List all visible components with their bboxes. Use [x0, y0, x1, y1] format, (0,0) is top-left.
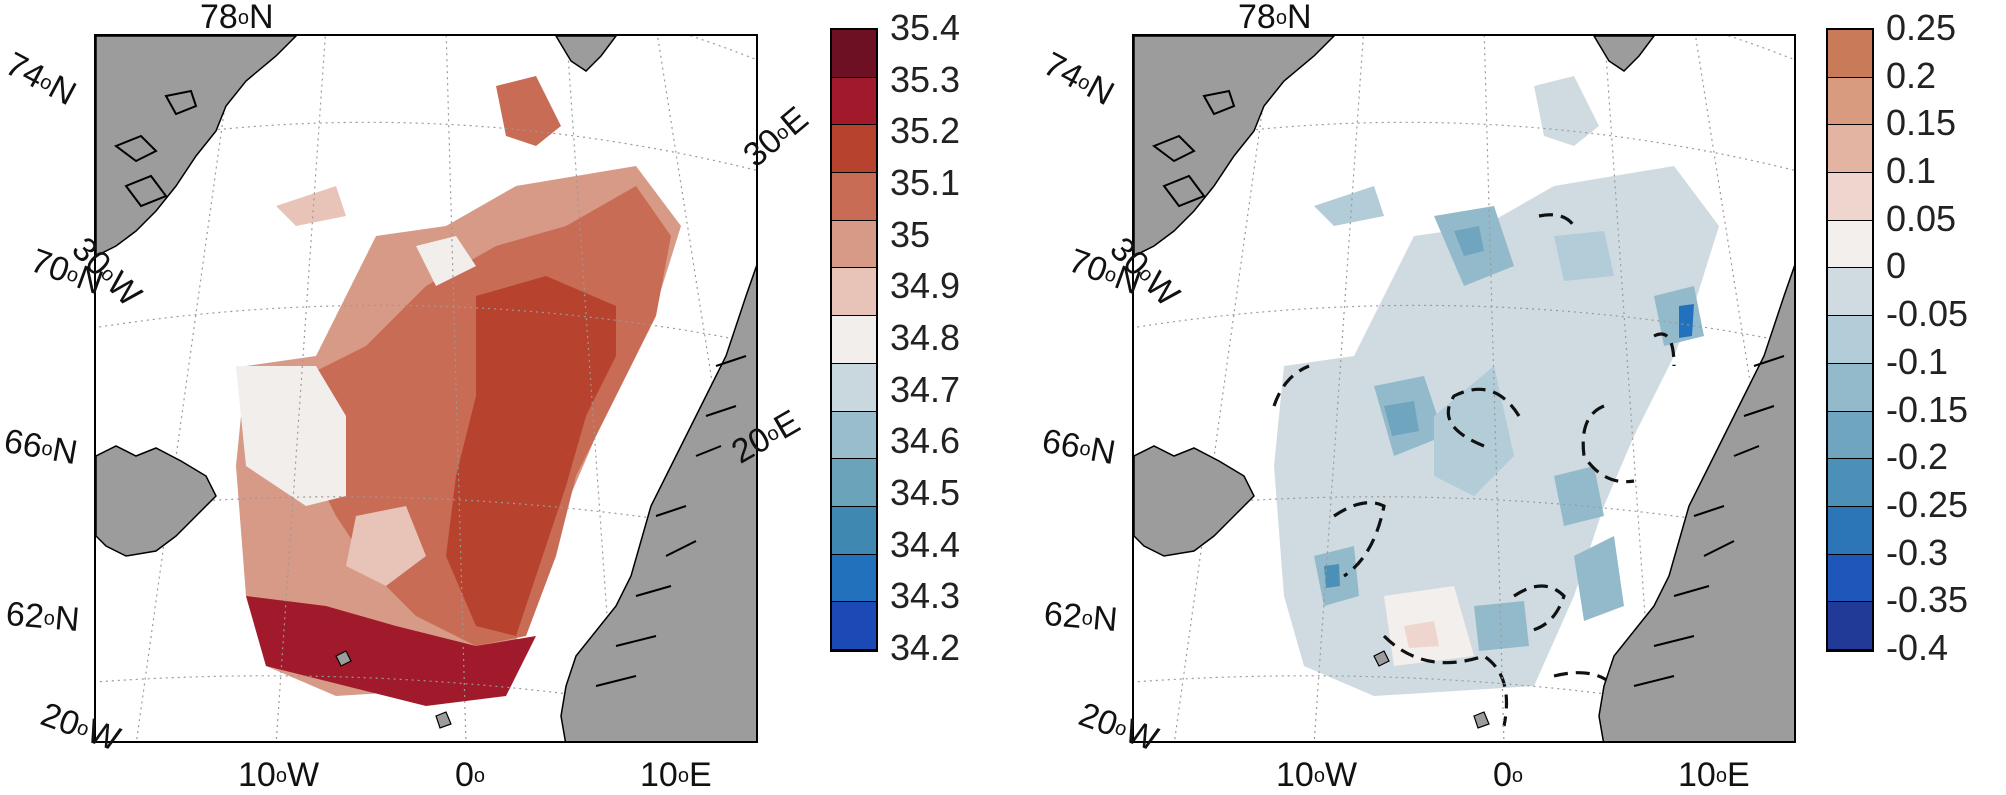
- colorbar-tick-label: -0.25: [1886, 483, 1969, 525]
- colorbar-swatch: [1828, 411, 1872, 460]
- colorbar-tick-label: -0.05: [1886, 293, 1969, 335]
- salinity-trend-panel: 78oN 74oN 70oN 66oN 62oN 30oW 20oW 10oW …: [1037, 0, 2006, 795]
- colorbar-swatch: [1828, 173, 1872, 221]
- colorbar-swatch: [832, 173, 876, 221]
- colorbar-swatch: [1828, 316, 1872, 364]
- colorbar-tick-label: 34.5: [890, 472, 961, 513]
- colorbar-swatch: [832, 411, 876, 460]
- colorbar-tick-label: 35.3: [890, 58, 961, 100]
- lat-label-62n: 62oN: [4, 594, 82, 640]
- colorbar-tick-label: -0.4: [1886, 627, 1949, 668]
- colorbar-tick-label: -0.35: [1886, 579, 1969, 621]
- lon-label-10w: 10oW: [238, 756, 320, 794]
- colorbar-swatch: [1828, 77, 1872, 126]
- colorbar-swatch: [1828, 459, 1872, 507]
- lat-label-78n: 78oN: [200, 0, 274, 36]
- colorbar-swatch: [832, 363, 876, 412]
- colorbar-tick-label: 34.8: [890, 317, 961, 358]
- colorbar-swatch: [1828, 506, 1872, 555]
- colorbar-tick-label: 34.3: [890, 575, 961, 617]
- lat-label-78n: 78oN: [1238, 0, 1312, 36]
- colorbar-tick-label: 35.4: [890, 7, 961, 48]
- trend-map: [1134, 36, 1794, 741]
- zero-contours: [1272, 213, 1676, 727]
- trend-field: [1274, 76, 1719, 696]
- colorbar-tick-label: 34.7: [890, 368, 961, 410]
- lat-label-62n: 62oN: [1042, 594, 1120, 640]
- colorbar: [1826, 28, 1874, 652]
- colorbar-tick-label: 0.15: [1886, 102, 1957, 144]
- colorbar-swatch: [1828, 602, 1872, 650]
- colorbar-tick-label: -0.2: [1886, 436, 1949, 478]
- lon-label-0: 0o: [455, 756, 486, 794]
- colorbar-ticks: 35.4 35.3 35.2 35.1 35 34.9 34.8 34.7 34.6 34.5 34…: [890, 10, 1000, 666]
- colorbar-tick-label: 34.9: [890, 265, 961, 307]
- colorbar-swatch: [832, 459, 876, 507]
- salinity-map: [96, 36, 756, 741]
- colorbar-tick-label: -0.15: [1886, 388, 1969, 430]
- colorbar-swatch: [1828, 30, 1872, 78]
- mean-salinity-panel: 78oN 74oN 70oN 66oN 62oN 30oW 20oW 10oW …: [0, 0, 1000, 795]
- colorbar-swatch: [832, 30, 876, 78]
- colorbar-swatch: [1828, 220, 1872, 269]
- lat-label-74n: 74oN: [1037, 44, 1121, 114]
- colorbar-tick-label: -0.1: [1886, 340, 1949, 382]
- lon-label-10w: 10oW: [1276, 756, 1358, 794]
- colorbar-tick-label: 0.25: [1886, 7, 1957, 48]
- colorbar-swatch: [832, 554, 876, 603]
- colorbar-tick-label: 0.2: [1886, 54, 1937, 96]
- lat-label-66n: 66oN: [1, 421, 81, 473]
- lon-label-10e: 10oE: [640, 756, 712, 794]
- lon-label-10e: 10oE: [1678, 756, 1750, 794]
- colorbar-tick-label: 0.05: [1886, 197, 1957, 239]
- colorbar-tick-label: 35.2: [890, 110, 961, 152]
- colorbar-tick-label: 0.1: [1886, 150, 1937, 192]
- colorbar-swatch: [1828, 268, 1872, 317]
- colorbar-swatch: [832, 220, 876, 269]
- salinity-field: [236, 76, 681, 706]
- colorbar-ticks: 0.25 0.2 0.15 0.1 0.05 0 -0.05 -0.1 -0.15 -0.2 -0.…: [1886, 10, 1996, 666]
- colorbar-tick-label: 35: [890, 213, 931, 255]
- colorbar: [830, 28, 878, 652]
- colorbar-tick-label: 34.4: [890, 523, 961, 565]
- colorbar-swatch: [832, 77, 876, 126]
- map-frame: [94, 34, 758, 743]
- lon-label-0: 0o: [1493, 756, 1524, 794]
- colorbar-swatch: [832, 506, 876, 555]
- colorbar-tick-label: 34.6: [890, 420, 961, 462]
- colorbar-swatch: [1828, 554, 1872, 603]
- lat-label-66n: 66oN: [1039, 421, 1119, 473]
- colorbar-tick-label: -0.3: [1886, 531, 1949, 573]
- colorbar-swatch: [1828, 363, 1872, 412]
- colorbar-tick-label: 34.2: [890, 627, 961, 668]
- colorbar-swatch: [832, 125, 876, 174]
- colorbar-swatch: [832, 268, 876, 317]
- colorbar-swatch: [832, 602, 876, 650]
- colorbar-swatch: [832, 316, 876, 364]
- colorbar-swatch: [1828, 125, 1872, 174]
- colorbar-tick-label: 0: [1886, 245, 1907, 287]
- map-frame: [1132, 34, 1796, 743]
- colorbar-tick-label: 35.1: [890, 162, 961, 203]
- lat-label-74n: 74oN: [0, 44, 83, 114]
